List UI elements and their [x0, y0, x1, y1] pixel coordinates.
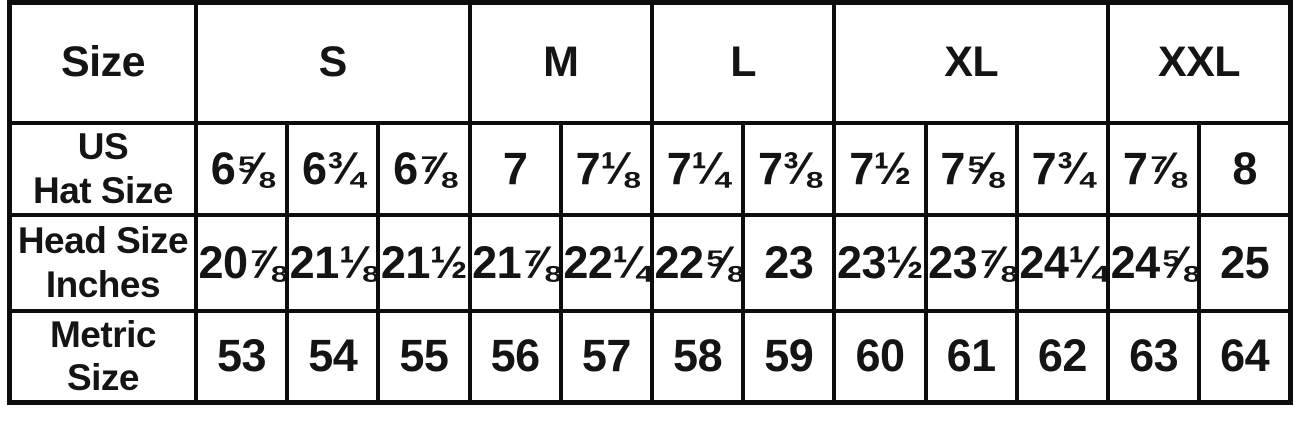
head-size-inches-row: Head Size Inches 20⅞ 21⅛ 21½ 21⅞ 22¼ 22⅝…: [7, 212, 1293, 313]
metric-size-value: 60: [832, 308, 928, 405]
head-size-value: 23⅞: [923, 212, 1019, 313]
size-group-header-row: Size S M L XL XXL: [7, 0, 1293, 125]
us-hat-size-value: 6¾: [285, 120, 381, 217]
head-size-value: 20⅞: [193, 212, 290, 313]
head-size-value: 23: [741, 212, 837, 313]
us-hat-size-value: 7½: [832, 120, 928, 217]
size-group-xxl: XXL: [1106, 0, 1293, 125]
size-group-m: M: [467, 0, 654, 125]
metric-size-value: 62: [1014, 308, 1111, 405]
us-hat-size-value: 7¾: [1014, 120, 1111, 217]
metric-size-value: 55: [376, 308, 472, 405]
metric-size-value: 59: [741, 308, 837, 405]
size-conversion-table: Size S M L XL XXL US Hat Size 6⅝ 6¾ 6⅞ 7…: [7, 0, 1293, 405]
us-hat-size-value: 7⅛: [558, 120, 654, 217]
us-hat-size-row: US Hat Size 6⅝ 6¾ 6⅞ 7 7⅛ 7¼ 7⅜ 7½ 7⅝ 7¾…: [7, 120, 1293, 217]
us-hat-size-value: 6⅞: [376, 120, 472, 217]
head-size-value: 22⅝: [649, 212, 746, 313]
size-group-l: L: [649, 0, 837, 125]
us-hat-size-value: 7⅜: [741, 120, 837, 217]
head-size-value: 22¼: [558, 212, 654, 313]
size-corner-header: Size: [7, 0, 198, 125]
head-size-value: 24¼: [1014, 212, 1111, 313]
us-hat-size-label: US Hat Size: [7, 120, 198, 217]
head-size-value: 25: [1197, 212, 1293, 313]
size-group-s: S: [193, 0, 472, 125]
us-hat-size-value: 7¼: [649, 120, 746, 217]
metric-size-value: 53: [193, 308, 290, 405]
metric-size-value: 63: [1106, 308, 1202, 405]
head-size-value: 21⅛: [285, 212, 381, 313]
us-hat-size-value: 7: [467, 120, 563, 217]
metric-size-row: Metric Size 53 54 55 56 57 58 59 60 61 6…: [7, 308, 1293, 405]
head-size-value: 24⅝: [1106, 212, 1202, 313]
metric-size-value: 64: [1197, 308, 1293, 405]
metric-size-value: 54: [285, 308, 381, 405]
us-hat-size-value: 6⅝: [193, 120, 290, 217]
metric-size-value: 61: [923, 308, 1019, 405]
head-size-value: 23½: [832, 212, 928, 313]
head-size-value: 21⅞: [467, 212, 563, 313]
us-hat-size-value: 7⅝: [923, 120, 1019, 217]
metric-size-label: Metric Size: [7, 308, 198, 405]
metric-size-value: 57: [558, 308, 654, 405]
head-size-inches-label: Head Size Inches: [7, 212, 198, 313]
head-size-value: 21½: [376, 212, 472, 313]
us-hat-size-value: 8: [1197, 120, 1293, 217]
us-hat-size-value: 7⅞: [1106, 120, 1202, 217]
metric-size-value: 58: [649, 308, 746, 405]
size-group-xl: XL: [832, 0, 1111, 125]
metric-size-value: 56: [467, 308, 563, 405]
